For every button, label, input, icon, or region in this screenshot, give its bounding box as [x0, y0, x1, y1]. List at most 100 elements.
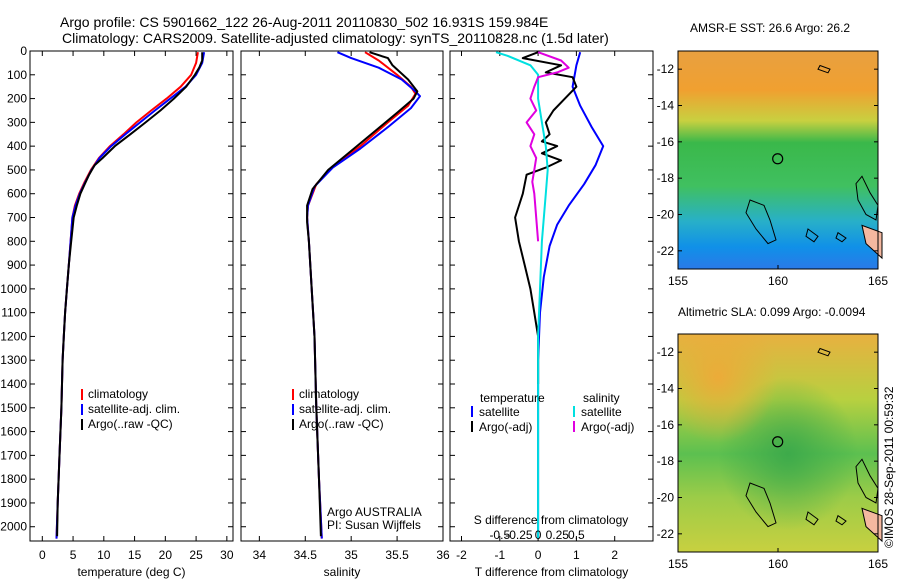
- difference-series-temperature-satellite: [537, 51, 605, 539]
- depth-tick-label: 900: [7, 258, 27, 272]
- difference-plot-frame: [449, 50, 654, 542]
- salinity-legend-label: Argo(..raw -QC): [299, 417, 384, 431]
- sla-coastline: [855, 458, 879, 504]
- difference-x-tick-label: -1: [494, 548, 505, 562]
- depth-tick-label: 600: [7, 187, 27, 201]
- sla-map-title: Altimetric SLA: 0.099 Argo: -0.0094: [678, 305, 866, 319]
- sst-lat-tick-label: -18: [657, 171, 675, 185]
- sst-coastline: [855, 175, 879, 221]
- diff-legend-label: Argo(-adj): [581, 420, 634, 434]
- difference-x-tick-label: 1: [573, 548, 580, 562]
- difference-x-tick-label: 0: [535, 548, 542, 562]
- depth-tick-label: 400: [7, 139, 27, 153]
- depth-tick-label: 700: [7, 211, 27, 225]
- sla-lat-tick-label: -14: [657, 382, 675, 396]
- imos-credit: ©IMOS 28-Sep-2011 00:59:32: [882, 386, 896, 548]
- diff-legend-label: satellite: [581, 405, 622, 419]
- temperature-series-argo-raw-qc: [56, 52, 204, 537]
- salinity-x-tick-label: 34: [253, 548, 267, 562]
- sla-lon-tick-label: 165: [868, 557, 888, 571]
- sla-coastline: [817, 347, 831, 357]
- depth-tick-label: 1300: [0, 353, 27, 367]
- temperature-x-axis-label: temperature (deg C): [77, 565, 185, 579]
- diff-secondary-tick-label: -0.5: [489, 528, 510, 542]
- salinity-series-argo-raw-qc: [306, 51, 419, 537]
- temperature-legend-label: satellite-adj. clim.: [88, 402, 180, 416]
- depth-tick-label: 1100: [1, 306, 27, 320]
- difference-x-axis-label: T difference from climatology: [475, 565, 629, 579]
- depth-tick-label: 1200: [0, 329, 27, 343]
- diff-secondary-tick-label: -0.25: [505, 528, 533, 542]
- diff-secondary-tick-label: 0.25: [546, 528, 570, 542]
- depth-tick-label: 1800: [0, 472, 27, 486]
- sst-lat-tick-label: -22: [657, 244, 675, 258]
- salinity-annotation-line: Argo AUSTRALIA: [327, 505, 422, 519]
- sla-lat-tick-label: -16: [657, 418, 675, 432]
- sla-landmass: [861, 507, 883, 543]
- temperature-x-tick-label: 5: [70, 548, 77, 562]
- salinity-legend-label: climatology: [299, 387, 359, 401]
- figure-title-line1: Argo profile: CS 5901662_122 26-Aug-2011…: [60, 14, 548, 30]
- depth-tick-label: 500: [7, 163, 27, 177]
- sst-lon-tick-label: 160: [768, 274, 788, 288]
- difference-series-temperature-argo-adj: [514, 51, 578, 384]
- sla-lat-tick-label: -20: [657, 491, 675, 505]
- difference-x-tick-label: -2: [456, 548, 467, 562]
- sla-coastline: [745, 482, 777, 528]
- temperature-x-tick-label: 10: [97, 548, 111, 562]
- temperature-x-tick-label: 0: [39, 548, 46, 562]
- sst-map-title: AMSR-E SST: 26.6 Argo: 26.2: [690, 21, 850, 35]
- sla-map-high-anomaly: [678, 334, 878, 552]
- depth-tick-label: 200: [7, 92, 27, 106]
- salinity-legend-label: satellite-adj. clim.: [299, 402, 391, 416]
- temperature-x-tick-label: 15: [128, 548, 142, 562]
- sst-lat-tick-label: -20: [657, 208, 675, 222]
- depth-tick-label: 1400: [0, 377, 27, 391]
- sla-lat-tick-label: -18: [657, 454, 675, 468]
- depth-tick-label: 1500: [0, 401, 27, 415]
- salinity-x-tick-label: 36: [436, 548, 450, 562]
- sst-lon-tick-label: 165: [868, 274, 888, 288]
- salinity-x-tick-label: 35: [345, 548, 359, 562]
- depth-tick-label: 1700: [0, 448, 27, 462]
- sla-map-panel: Altimetric SLA: 0.099 Argo: -0.0094 -12 -…: [657, 305, 889, 571]
- depth-tick-label: 100: [7, 68, 27, 82]
- depth-tick-label: 800: [7, 234, 27, 248]
- sst-map-field: [678, 51, 878, 269]
- temperature-x-tick-label: 20: [159, 548, 173, 562]
- figure-title-line2: Climatology: CARS2009. Satellite-adjuste…: [62, 30, 609, 46]
- salinity-plot-frame: [240, 50, 444, 542]
- temperature-x-tick-label: 25: [189, 548, 203, 562]
- salinity-annotation-line: PI: Susan Wijffels: [327, 518, 421, 532]
- sst-float-marker: [772, 153, 784, 165]
- salinity-x-axis-label: salinity: [324, 565, 361, 579]
- diff-legend-label: satellite: [479, 405, 520, 419]
- sst-map-panel: AMSR-E SST: 26.6 Argo: 26.2 -12 -14 -16 -18…: [657, 21, 889, 288]
- sla-lon-tick-label: 155: [668, 557, 688, 571]
- diff-legend-label: Argo(-adj): [479, 420, 532, 434]
- difference-x-tick-label: 2: [611, 548, 618, 562]
- temperature-x-tick-label: 30: [220, 548, 234, 562]
- diff-legend-salinity-heading: salinity: [583, 391, 620, 405]
- sla-lon-tick-label: 160: [768, 557, 788, 571]
- diff-legend-temperature-heading: temperature: [480, 391, 545, 405]
- depth-tick-label: 300: [7, 115, 27, 129]
- diff-secondary-tick-label: 0.5: [568, 528, 585, 542]
- sla-lat-tick-label: -22: [657, 527, 675, 541]
- sst-landmass: [861, 224, 883, 260]
- depth-tick-label: 1000: [0, 282, 27, 296]
- sst-lat-tick-label: -16: [657, 135, 675, 149]
- salinity-x-tick-label: 35.5: [385, 548, 409, 562]
- sst-lat-tick-label: -14: [657, 99, 675, 113]
- difference-series-salinity-satellite: [495, 51, 549, 539]
- diff-secondary-tick-label: 0: [535, 528, 542, 542]
- diff-secondary-axis-label: S difference from climatology: [474, 513, 629, 527]
- sst-lon-tick-label: 155: [668, 274, 688, 288]
- temperature-legend-label: climatology: [88, 387, 148, 401]
- depth-tick-label: 2000: [0, 520, 27, 534]
- salinity-profile-panel: 34 34.5 35 35.5 36 salinity climatologysatelli…: [240, 50, 450, 579]
- sla-float-marker: [772, 436, 784, 448]
- temperature-plot-frame: [29, 50, 234, 542]
- depth-tick-label: 1600: [0, 425, 27, 439]
